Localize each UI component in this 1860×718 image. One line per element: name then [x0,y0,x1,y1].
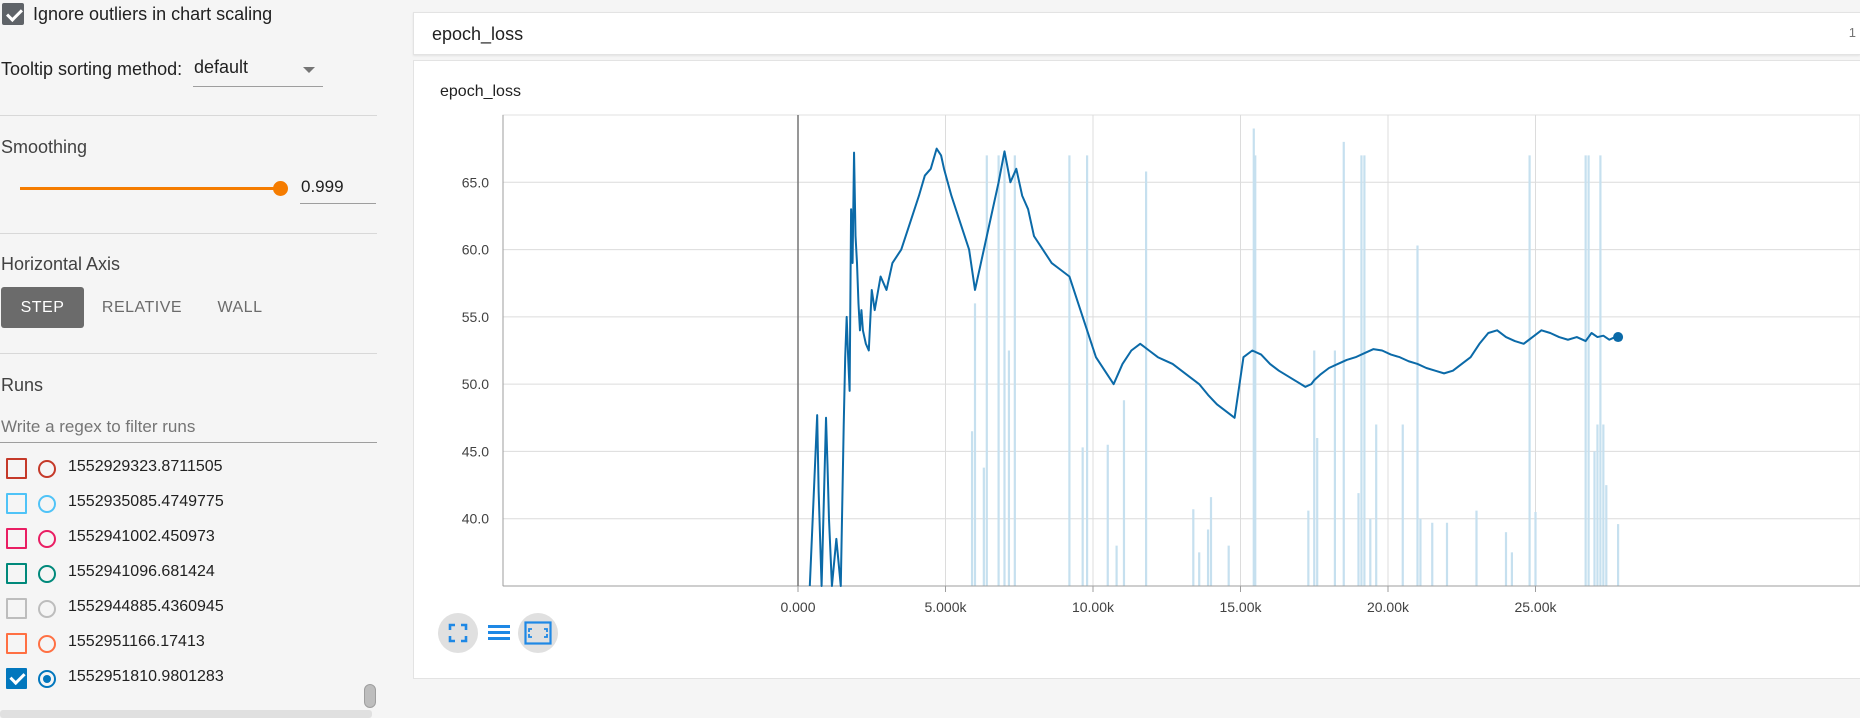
divider [0,115,377,116]
run-checkbox[interactable] [6,598,27,619]
run-row[interactable]: 1552951166.17413 [0,629,377,659]
tooltip-sorting-dropdown[interactable]: default [193,53,323,87]
run-radio[interactable] [38,565,56,583]
smoothing-slider-handle[interactable] [273,181,288,196]
run-label: 1552951810.9801283 [68,668,224,685]
runs-title: Runs [1,375,44,395]
smoothing-title: Smoothing [1,137,88,157]
smoothing-input[interactable]: 0.999 [300,174,376,204]
card-header[interactable]: epoch_loss 1 [413,12,1860,55]
fit-domain-icon [524,621,552,645]
toggle-log-button[interactable] [479,613,519,653]
run-checkbox[interactable] [6,493,27,514]
run-label: 1552951166.17413 [68,633,205,650]
fullscreen-button[interactable] [438,613,478,653]
run-label: 1552941096.681424 [68,563,215,580]
run-row[interactable]: 1552941002.450973 [0,524,377,554]
run-checkbox[interactable] [6,458,27,479]
smoothing-slider[interactable] [20,180,288,198]
axis-wall-button[interactable]: WALL [217,298,263,316]
dropdown-arrow-icon [303,67,315,73]
run-radio[interactable] [38,495,56,513]
run-row[interactable]: 1552941096.681424 [0,559,377,589]
ignore-outliers-label: Ignore outliers in chart scaling [33,4,273,24]
ignore-outliers-row[interactable]: Ignore outliers in chart scaling [0,1,377,29]
card-header-title: epoch_loss [432,24,524,44]
axis-relative-button[interactable]: RELATIVE [101,298,183,316]
run-checkbox[interactable] [6,528,27,549]
list-icon [488,625,510,640]
run-checkbox[interactable] [6,668,27,689]
radio-dot [43,675,51,683]
run-radio[interactable] [38,530,56,548]
runs-scrollbar-thumb[interactable] [364,684,376,708]
run-label: 1552929323.8711505 [68,458,223,475]
run-radio[interactable] [38,460,56,478]
run-label: 1552944885.4360945 [68,598,224,615]
run-radio[interactable] [38,635,56,653]
run-label: 1552941002.450973 [68,528,215,545]
ignore-outliers-checkbox[interactable] [2,3,24,25]
run-checkbox[interactable] [6,563,27,584]
run-row[interactable]: 1552944885.4360945 [0,594,377,624]
fullscreen-icon [448,623,468,643]
runs-list: 1552929323.8711505 1552935085.4749775 1552… [0,454,377,694]
chart-title: epoch_loss [440,83,521,100]
tooltip-sorting-value: default [194,57,249,77]
run-checkbox[interactable] [6,633,27,654]
smoothing-slider-track [20,187,282,190]
runs-filter-input[interactable] [0,411,377,443]
horizontal-axis-title: Horizontal Axis [1,254,121,274]
run-row[interactable]: 1552929323.8711505 [0,454,377,484]
card-header-count: 1 [1848,25,1856,40]
axis-step-button[interactable]: STEP [1,287,84,328]
sidebar: Ignore outliers in chart scaling Tooltip… [0,0,377,718]
run-row[interactable]: 1552951810.9801283 [0,664,377,694]
fit-domain-button[interactable] [518,613,558,653]
smoothing-value: 0.999 [301,177,344,196]
run-row[interactable]: 1552935085.4749775 [0,489,377,519]
runs-horizontal-scrollbar[interactable] [0,710,372,718]
run-radio[interactable] [38,600,56,618]
run-radio[interactable] [38,670,56,688]
divider [0,353,377,354]
run-label: 1552935085.4749775 [68,493,224,510]
divider [0,233,377,234]
tooltip-sorting-label: Tooltip sorting method: [1,59,183,79]
card-body: epoch_loss [413,60,1860,679]
